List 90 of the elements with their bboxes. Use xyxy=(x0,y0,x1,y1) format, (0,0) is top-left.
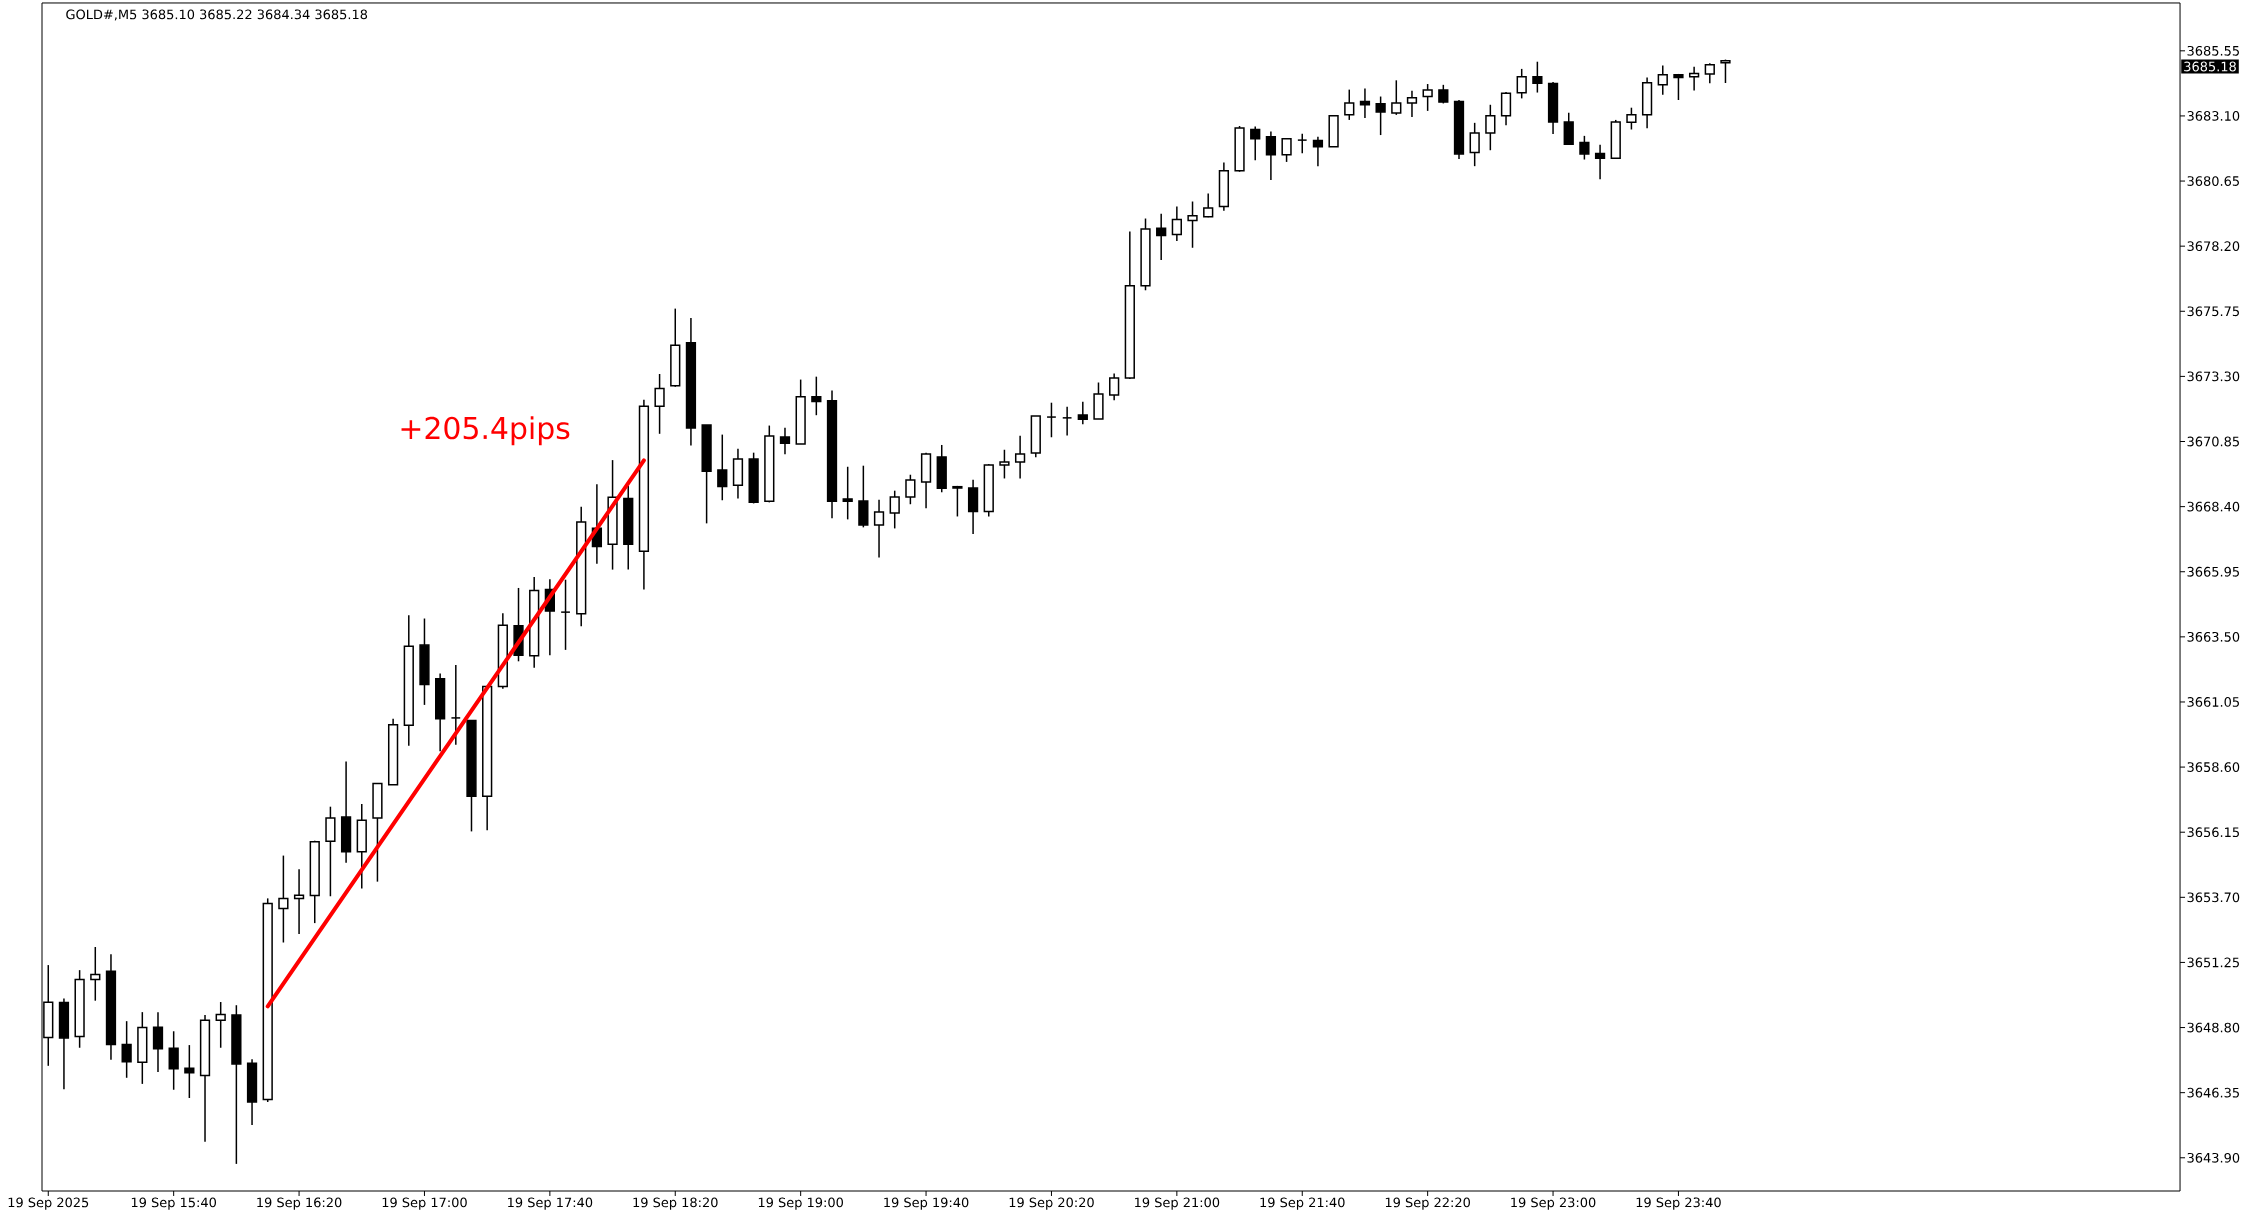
x-tick-label: 19 Sep 23:40 xyxy=(1636,1197,1721,1210)
candlestick xyxy=(1391,79,1402,116)
candlestick xyxy=(889,489,900,530)
candlestick xyxy=(1688,66,1700,92)
candlestick xyxy=(1250,125,1261,162)
x-tick-label: 19 Sep 19:40 xyxy=(884,1197,969,1210)
x-tick-label: 19 Sep 21:40 xyxy=(1260,1197,1345,1210)
candlestick xyxy=(1281,138,1292,163)
y-tick-label: 3661.05 xyxy=(2187,697,2239,707)
candlestick xyxy=(1422,83,1433,112)
candlestick xyxy=(1594,143,1606,180)
x-tick-label: 19 Sep 17:00 xyxy=(382,1197,467,1210)
candlestick xyxy=(1265,130,1277,181)
candlestick xyxy=(999,449,1010,480)
candlestick xyxy=(1563,111,1574,146)
x-tick-label: 19 Sep 20:20 xyxy=(1009,1197,1094,1210)
candlestick xyxy=(184,1044,195,1099)
candlestick xyxy=(717,433,728,501)
candlestick xyxy=(560,578,571,651)
x-tick-label: 19 Sep 15:40 xyxy=(131,1197,217,1210)
candlestick xyxy=(90,946,101,1002)
y-tick-label: 3651.25 xyxy=(2187,957,2239,968)
candlestick xyxy=(1532,60,1543,94)
candlestick xyxy=(858,464,869,529)
x-tick-label: 19 Sep 23:00 xyxy=(1511,1197,1596,1210)
candlestick xyxy=(325,805,336,897)
y-tick-label: 3665.95 xyxy=(2187,566,2239,577)
candlestick xyxy=(1014,434,1026,480)
candlestick xyxy=(278,854,289,944)
candlestick xyxy=(842,466,853,521)
candlestick xyxy=(967,479,979,535)
candlestick xyxy=(1061,405,1073,437)
candlestick xyxy=(779,426,791,456)
x-tick-label: 19 Sep 2025 xyxy=(8,1197,89,1210)
y-tick-label: 3658.60 xyxy=(2187,762,2240,772)
x-tick-label: 19 Sep 21:00 xyxy=(1135,1197,1220,1210)
candlestick xyxy=(1579,135,1590,161)
candlestick xyxy=(121,1020,132,1079)
candlestick xyxy=(152,1011,164,1073)
x-tick-label: 19 Sep 22:20 xyxy=(1385,1197,1470,1210)
text: 3685.18 xyxy=(2184,61,2236,72)
candlestick xyxy=(1156,212,1167,261)
candlestick xyxy=(811,375,822,416)
x-tick-label: 19 Sep 17:40 xyxy=(508,1197,593,1210)
y-tick-label: 3656.15 xyxy=(2187,827,2239,838)
x-tick-label: 19 Sep 18:20 xyxy=(633,1197,718,1210)
y-tick-label: 3670.85 xyxy=(2187,436,2239,447)
candlestick xyxy=(1657,64,1668,96)
y-tick-label: 3648.80 xyxy=(2187,1022,2240,1033)
y-tick-label: 3668.40 xyxy=(2187,501,2240,512)
candlestick xyxy=(1516,68,1527,100)
candlestick xyxy=(1500,91,1512,126)
candlestick xyxy=(1077,400,1088,425)
candlestick xyxy=(1359,87,1371,119)
candlestick xyxy=(905,473,916,505)
candlestick xyxy=(215,1001,226,1049)
annotation: +205.4pips xyxy=(401,416,570,446)
y-tick-label: 3653.70 xyxy=(2187,892,2240,903)
candlestick xyxy=(873,498,885,559)
candlestick xyxy=(952,485,963,518)
candlestick xyxy=(654,373,665,435)
y-tick-label: 3678.20 xyxy=(2187,241,2240,252)
y-tick-label: 3683.10 xyxy=(2187,111,2240,121)
candlestick xyxy=(1344,88,1355,121)
candlestick xyxy=(1187,200,1198,249)
candlestick xyxy=(1704,62,1715,84)
candlestick xyxy=(1109,372,1120,402)
y-tick-label: 3643.90 xyxy=(2187,1152,2240,1163)
candlestick xyxy=(450,664,461,746)
y-tick-label: 3675.75 xyxy=(2187,306,2239,317)
candlestick xyxy=(1375,95,1386,136)
candlestick xyxy=(1673,73,1684,101)
y-tick-label: 3680.65 xyxy=(2187,176,2239,186)
candlestick xyxy=(1171,205,1182,242)
candlestick xyxy=(1485,104,1496,151)
candlestick xyxy=(1046,401,1057,439)
candlestick xyxy=(1469,122,1480,167)
candlestick xyxy=(1312,135,1324,167)
candlestick xyxy=(1626,106,1637,131)
candlestick xyxy=(1297,132,1308,154)
y-tick-label: 3663.50 xyxy=(2187,631,2240,642)
candlestick xyxy=(168,1030,179,1091)
candlestick xyxy=(1406,89,1418,118)
y-tick-label: 3685.55 xyxy=(2187,45,2239,56)
candlestick xyxy=(293,868,305,935)
x-tick-label: 19 Sep 19:00 xyxy=(758,1197,843,1210)
y-tick-label: 3646.35 xyxy=(2187,1087,2239,1098)
chart-title: GOLD#,M5 3685.10 3685.22 3684.34 3685.18 xyxy=(66,9,368,21)
y-tick-label: 3673.30 xyxy=(2187,371,2240,382)
x-tick-label: 19 Sep 16:20 xyxy=(257,1197,342,1210)
